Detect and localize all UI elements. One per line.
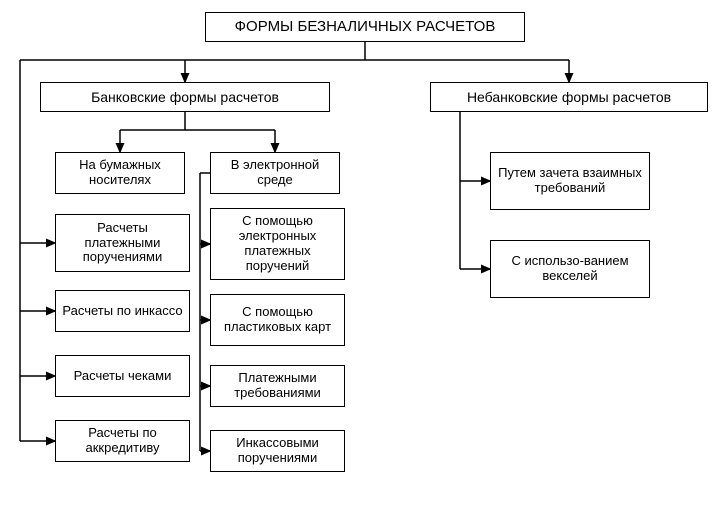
electronic-item-label: Инкассовыми поручениями (217, 436, 338, 466)
paper-item-label: Расчеты платежными поручениями (62, 221, 183, 266)
electronic-header-box: В электронной среде (210, 152, 340, 194)
nonbank-item: С использо-ванием векселей (490, 240, 650, 298)
electronic-item: С помощью электронных платежных поручени… (210, 208, 345, 280)
nonbank-label: Небанковские формы расчетов (467, 89, 671, 105)
paper-item: Расчеты по инкассо (55, 290, 190, 332)
electronic-item-label: С помощью электронных платежных поручени… (217, 214, 338, 274)
bank-label: Банковские формы расчетов (91, 89, 279, 105)
nonbank-item: Путем зачета взаимных требований (490, 152, 650, 210)
nonbank-box: Небанковские формы расчетов (430, 82, 708, 112)
paper-item: Расчеты чеками (55, 355, 190, 397)
paper-item: Расчеты по аккредитиву (55, 420, 190, 462)
paper-item: Расчеты платежными поручениями (55, 214, 190, 272)
root-label: ФОРМЫ БЕЗНАЛИЧНЫХ РАСЧЕТОВ (235, 18, 496, 35)
paper-item-label: Расчеты по аккредитиву (62, 426, 183, 456)
nonbank-item-label: Путем зачета взаимных требований (497, 166, 643, 196)
nonbank-item-label: С использо-ванием векселей (497, 254, 643, 284)
electronic-item: Инкассовыми поручениями (210, 430, 345, 472)
electronic-header-label: В электронной среде (217, 158, 333, 188)
electronic-item: Платежными требованиями (210, 365, 345, 407)
bank-box: Банковские формы расчетов (40, 82, 330, 112)
paper-header-label: На бумажных носителях (62, 158, 178, 188)
electronic-item: С помощью пластиковых карт (210, 294, 345, 346)
electronic-item-label: С помощью пластиковых карт (217, 305, 338, 335)
electronic-item-label: Платежными требованиями (217, 371, 338, 401)
root-box: ФОРМЫ БЕЗНАЛИЧНЫХ РАСЧЕТОВ (205, 12, 525, 42)
paper-item-label: Расчеты по инкассо (62, 304, 182, 319)
paper-item-label: Расчеты чеками (74, 369, 172, 384)
paper-header-box: На бумажных носителях (55, 152, 185, 194)
